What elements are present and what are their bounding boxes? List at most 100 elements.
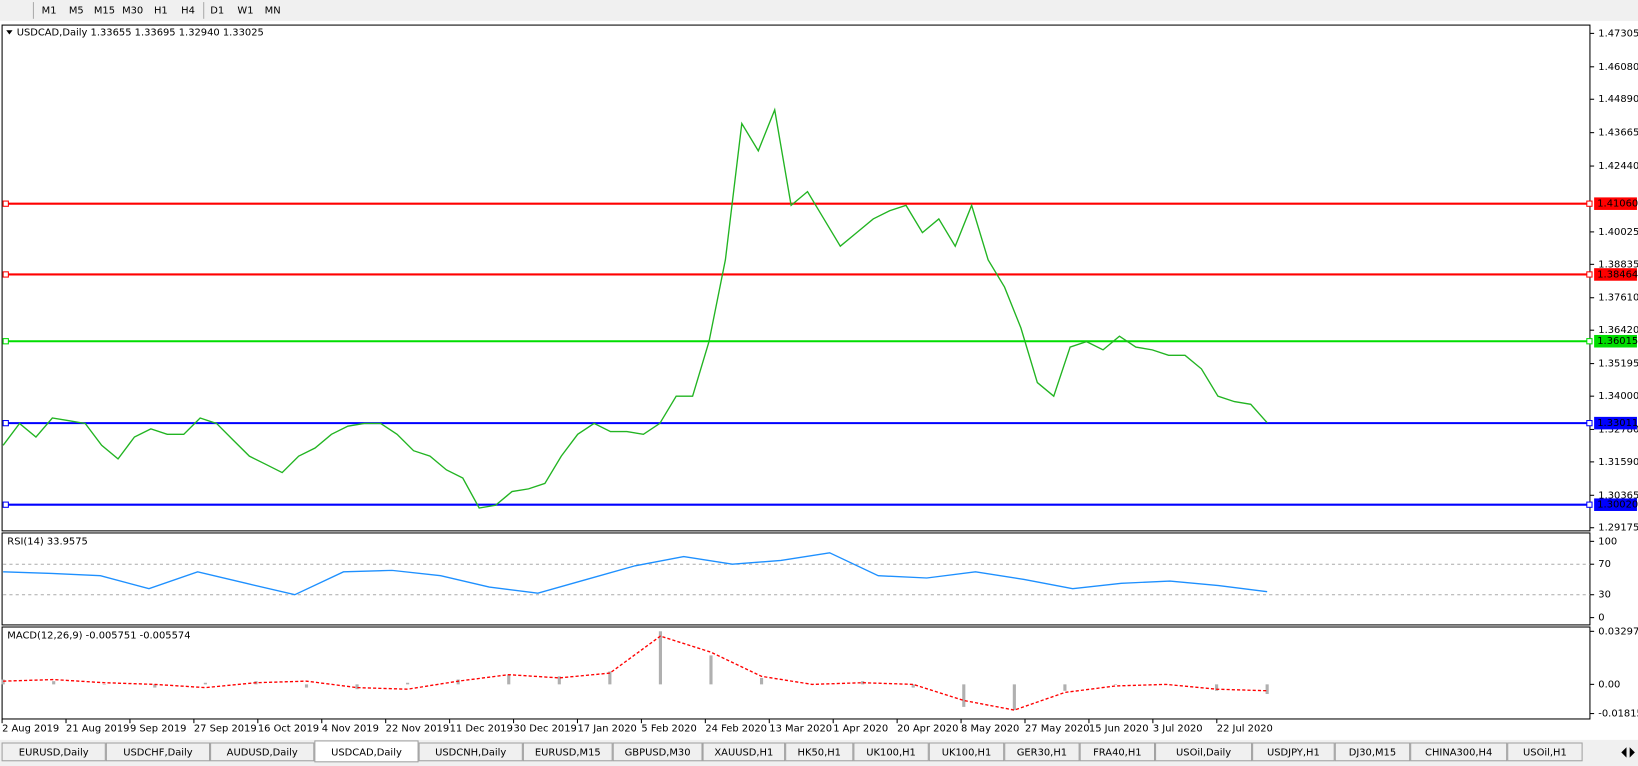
tab-label[interactable]: FRA40,H1 xyxy=(1093,747,1141,758)
tab-label[interactable]: HK50,H1 xyxy=(798,747,841,758)
timeframe-button[interactable]: M5 xyxy=(69,5,84,16)
tab-label[interactable]: USDCHF,Daily xyxy=(123,747,193,758)
tab-label[interactable]: GBPUSD,M30 xyxy=(625,747,691,758)
macd-bar xyxy=(1,679,5,685)
macd-bar xyxy=(203,682,207,685)
x-tick-label: 9 Sep 2019 xyxy=(130,723,186,734)
timeframe-button[interactable]: M30 xyxy=(122,5,143,16)
timeframe-button[interactable]: H1 xyxy=(154,5,168,16)
macd-bar xyxy=(355,684,359,690)
tab-scroll-left[interactable] xyxy=(1621,747,1627,758)
tab[interactable] xyxy=(1004,742,1080,762)
tab[interactable] xyxy=(1410,742,1508,762)
y-tick-label: 1.46080 xyxy=(1598,62,1638,73)
macd-bar xyxy=(52,681,56,685)
chart-header: USDCAD,Daily 1.33655 1.33695 1.32940 1.3… xyxy=(17,27,264,38)
macd-bar xyxy=(153,684,157,688)
tab-label[interactable]: CHINA300,H4 xyxy=(1425,747,1492,758)
x-tick-label: 21 Aug 2019 xyxy=(66,723,129,734)
level-price-box xyxy=(1594,416,1637,430)
tab[interactable] xyxy=(1252,742,1335,762)
y-tick-label: 0.00 xyxy=(1598,679,1620,690)
y-tick-label: 1.35195 xyxy=(1598,359,1638,370)
level-handle xyxy=(1586,200,1593,207)
level-price-box xyxy=(1594,268,1637,281)
tab[interactable] xyxy=(418,742,523,762)
tab-label[interactable]: USOil,Daily xyxy=(1176,747,1231,758)
y-tick-label: 1.44890 xyxy=(1598,94,1638,105)
macd-bar xyxy=(557,676,561,685)
level-price-label: 1.41060 xyxy=(1597,199,1638,210)
tab[interactable] xyxy=(612,742,703,762)
macd-bar xyxy=(456,679,460,685)
tab[interactable] xyxy=(210,742,315,762)
tab[interactable] xyxy=(105,742,211,762)
timeframe-button[interactable]: MN xyxy=(265,5,281,16)
level-price-box xyxy=(1594,498,1637,511)
level-price-label: 1.36015 xyxy=(1597,336,1638,347)
tab[interactable] xyxy=(853,742,929,762)
timeframe-button[interactable]: M15 xyxy=(94,5,115,16)
tab[interactable] xyxy=(785,742,854,762)
tab[interactable] xyxy=(1079,742,1156,762)
tab-label[interactable]: UK100,H1 xyxy=(942,747,992,758)
x-tick-label: 20 Apr 2020 xyxy=(897,723,958,734)
x-tick-label: 8 May 2020 xyxy=(961,723,1019,734)
tab-label[interactable]: XAUUSD,H1 xyxy=(714,747,773,758)
macd-bar xyxy=(1113,684,1118,685)
tab[interactable] xyxy=(522,742,613,762)
y-tick-label: 100 xyxy=(1598,536,1617,547)
x-tick-label: 13 Mar 2020 xyxy=(769,723,832,734)
price-line xyxy=(2,107,1268,509)
tab-label[interactable]: USDCNH,Daily xyxy=(435,747,506,758)
x-tick-label: 17 Jan 2020 xyxy=(577,723,636,734)
header-arrow xyxy=(6,30,13,35)
tab-label[interactable]: EURUSD,M15 xyxy=(535,747,601,758)
y-tick-label: 1.30365 xyxy=(1598,490,1638,501)
timeframe-button[interactable]: H4 xyxy=(181,5,195,16)
y-tick-label: 1.31590 xyxy=(1598,457,1638,468)
tab[interactable] xyxy=(1155,742,1253,762)
tab[interactable] xyxy=(314,740,419,763)
x-tick-label: 22 Jul 2020 xyxy=(1217,723,1273,734)
tab[interactable] xyxy=(702,742,786,762)
tab-label[interactable]: USDCAD,Daily xyxy=(331,747,402,758)
tab[interactable] xyxy=(1334,742,1411,762)
tab-label[interactable]: USOil,H1 xyxy=(1523,747,1567,758)
macd-bar xyxy=(658,631,662,685)
level-handle xyxy=(2,501,9,508)
tab[interactable] xyxy=(1507,742,1583,762)
x-tick-label: 2 Aug 2019 xyxy=(2,723,59,734)
tab-scroll-right[interactable] xyxy=(1629,747,1635,758)
x-tick-label: 3 Jul 2020 xyxy=(1153,723,1203,734)
rsi-panel xyxy=(1,532,1591,626)
timeframe-button[interactable]: W1 xyxy=(237,5,253,16)
y-tick-label: 1.43665 xyxy=(1598,128,1638,139)
tab-label[interactable]: DJ30,M15 xyxy=(1349,747,1396,758)
tab-label[interactable]: EURUSD,Daily xyxy=(19,747,89,758)
y-tick-label: 1.32780 xyxy=(1598,424,1638,435)
macd-bar xyxy=(102,684,106,685)
toolbar xyxy=(0,0,1638,21)
x-tick-label: 27 Sep 2019 xyxy=(194,723,257,734)
level-handle xyxy=(1586,420,1593,427)
tab-label[interactable]: UK100,H1 xyxy=(866,747,916,758)
timeframe-button[interactable]: D1 xyxy=(210,5,224,16)
level-price-label: 1.33011 xyxy=(1597,418,1638,429)
timeframe-button[interactable]: M1 xyxy=(42,5,57,16)
x-tick-label: 4 Nov 2019 xyxy=(322,723,379,734)
tab[interactable] xyxy=(928,742,1005,762)
tab-label[interactable]: GER30,H1 xyxy=(1017,747,1067,758)
tab[interactable] xyxy=(1,742,106,762)
y-tick-label: 1.34000 xyxy=(1598,391,1638,402)
macd-signal xyxy=(3,635,1268,711)
tab-label[interactable]: USDJPY,H1 xyxy=(1267,747,1320,758)
level-handle xyxy=(1586,501,1593,508)
macd-bar xyxy=(304,684,309,688)
level-handle xyxy=(2,420,9,427)
level-handle xyxy=(2,338,9,345)
level-price-label: 1.30020 xyxy=(1597,500,1638,511)
tab-label[interactable]: AUDUSD,Daily xyxy=(227,747,298,758)
